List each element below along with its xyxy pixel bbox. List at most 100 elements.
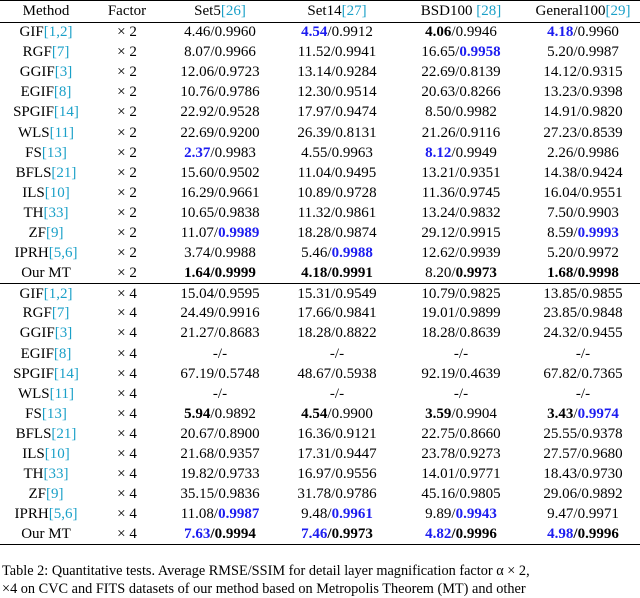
cell-run: 1.64/0.9999 — [184, 264, 256, 281]
factor-cell: × 2 — [117, 104, 137, 121]
table-row: EGIF[8] × 2 10.76/0.9786 12.30/0.9514 20.63/… — [0, 83, 640, 103]
score-cell: 10.89/0.9728 — [297, 184, 377, 201]
score-cell: 5.46/0.9988 — [278, 244, 396, 264]
score-cell: 8.50/0.9982 — [425, 104, 497, 121]
cell-run: [21] — [51, 425, 77, 442]
score-cell: 18.28/0.8639 — [421, 325, 501, 342]
cell-run: 0.9943 — [455, 506, 497, 523]
cell-run: GGIF — [19, 325, 55, 342]
score-cell: 9.48/0.9961 — [278, 505, 396, 525]
cell-run: 8.59/ — [547, 224, 578, 241]
table-row: Our MT × 4 7.63/0.9994 7.46/0.9973 4.82/0.99… — [0, 525, 640, 545]
table-row: EGIF[8] × 4 -/- -/- -/- -/- — [0, 344, 640, 364]
score-cell: 31.78/0.9786 — [297, 486, 377, 503]
cell-run: 0.9987 — [218, 506, 260, 523]
cell-run: /0.9996 — [573, 526, 619, 543]
score-cell: 7.63/0.9994 — [162, 525, 278, 545]
score-cell: 19.82/0.9733 — [180, 466, 260, 483]
cell-run: /0.9900 — [327, 405, 373, 422]
score-cell: 11.07/0.9989 — [162, 223, 278, 243]
cell-run: [9] — [46, 486, 64, 503]
cell-run: [10] — [44, 184, 70, 201]
score-cell: 4.54/0.9900 — [278, 404, 396, 424]
cell-run: 0.9993 — [577, 224, 619, 241]
cell-run: [33] — [43, 204, 69, 221]
score-cell: 11.32/0.9861 — [297, 204, 377, 221]
cell-run: 4.18 — [547, 24, 574, 41]
cell-run: 11.08/ — [180, 506, 219, 523]
table-row: GGIF[3] × 4 21.27/0.8683 18.28/0.8822 18.28/… — [0, 324, 640, 344]
score-cell: 8.20/0.9973 — [396, 264, 526, 284]
method-cell: BFLS[21] — [0, 163, 92, 183]
cell-run: [13] — [41, 405, 67, 422]
cell-run: Set14 — [307, 3, 342, 19]
score-cell: 7.50/0.9903 — [547, 204, 619, 221]
header-cell: General100[29] — [526, 1, 640, 23]
score-cell: 16.97/0.9556 — [297, 466, 377, 483]
score-cell: 11.36/0.9745 — [421, 184, 501, 201]
score-cell: 18.43/0.9730 — [543, 466, 623, 483]
cell-run: 0.9989 — [218, 224, 260, 241]
score-cell: 27.57/0.9680 — [543, 446, 623, 463]
score-cell: 4.82/0.9996 — [396, 525, 526, 545]
score-cell: 2.37/0.9983 — [162, 143, 278, 163]
cell-run: [13] — [41, 144, 67, 161]
header-cell: Set14[27] — [278, 1, 396, 23]
score-cell: 17.97/0.9474 — [297, 104, 377, 121]
score-cell: -/- — [575, 385, 591, 402]
cell-run: [14] — [53, 104, 79, 121]
cell-run: [7] — [51, 44, 70, 61]
score-cell: 3.74/0.9988 — [184, 245, 256, 262]
score-cell: -/- — [453, 385, 469, 402]
method-cell: IPRH[5,6] — [0, 505, 92, 525]
factor-cell: × 2 — [117, 44, 137, 61]
score-cell: 48.67/0.5938 — [297, 365, 377, 382]
cell-run: SPGIF — [13, 365, 54, 382]
method-cell: GIF[1,2] — [0, 23, 92, 43]
cell-run: 7.63 — [184, 526, 211, 543]
cell-run: 0.9988 — [331, 245, 373, 262]
factor-cell: × 2 — [117, 144, 137, 161]
score-cell: -/- — [212, 345, 228, 362]
table-row: SPGIF[14] × 4 67.19/0.5748 48.67/0.5938 92.1… — [0, 364, 640, 384]
cell-run: 0.9974 — [577, 405, 619, 422]
score-cell: 21.26/0.9116 — [421, 124, 501, 141]
factor-cell: × 4 — [117, 345, 137, 362]
method-cell: ZF[9] — [0, 223, 92, 243]
score-cell: 14.01/0.9771 — [421, 466, 501, 483]
score-cell: -/- — [329, 345, 345, 362]
factor-cell: × 4 — [117, 365, 137, 382]
cell-run: 4.82 — [425, 526, 452, 543]
cell-run: /0.9946 — [451, 24, 497, 41]
score-cell: 16.65/0.9958 — [396, 43, 526, 63]
table-row: WLS[11] × 2 22.69/0.9200 26.39/0.8131 21.26/… — [0, 123, 640, 143]
score-cell: 20.67/0.8900 — [180, 425, 260, 442]
factor-cell: × 2 — [117, 264, 137, 281]
cell-run: /0.9912 — [327, 24, 373, 41]
score-cell: 22.75/0.8660 — [421, 425, 501, 442]
cell-run: IPRH — [14, 506, 49, 523]
score-cell: 2.26/0.9986 — [547, 144, 619, 161]
table-row: GIF[1,2] × 2 4.46/0.9960 4.54/0.9912 4.06/0.… — [0, 23, 640, 43]
score-cell: 13.24/0.9832 — [421, 204, 501, 221]
method-cell: SPGIF[14] — [0, 364, 92, 384]
cell-run: 11.07/ — [180, 224, 219, 241]
cell-run: IPRH — [14, 245, 49, 262]
cell-run: /0.9892 — [210, 405, 256, 422]
method-cell: GIF[1,2] — [0, 284, 92, 304]
score-cell: 10.76/0.9786 — [180, 84, 260, 101]
factor-cell: × 4 — [117, 446, 137, 463]
score-cell: 10.65/0.9838 — [180, 204, 260, 221]
method-cell: BFLS[21] — [0, 424, 92, 444]
cell-run: 4.54 — [301, 24, 328, 41]
score-cell: 10.79/0.9825 — [421, 285, 501, 302]
factor-cell: × 4 — [117, 385, 137, 402]
score-cell: 23.85/0.9848 — [543, 305, 623, 322]
score-cell: 4.06/0.9946 — [396, 23, 526, 43]
results-table: Method Factor Set5[26] Set14[27] BSD100 [28]… — [0, 0, 640, 545]
factor-cell: × 2 — [117, 64, 137, 81]
score-cell: 27.23/0.8539 — [543, 124, 623, 141]
cell-run: [8] — [53, 345, 72, 362]
cell-run: FS — [25, 144, 42, 161]
